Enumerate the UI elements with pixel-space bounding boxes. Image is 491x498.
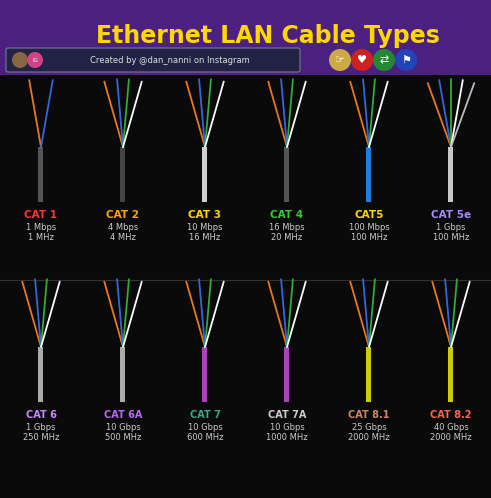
Text: 2000 MHz: 2000 MHz (348, 433, 390, 442)
Bar (0, 0, 491, 75)
Text: CAT 7A: CAT 7A (268, 410, 306, 420)
Bar (448, 347, 454, 402)
Text: 16 Mbps: 16 Mbps (269, 223, 305, 232)
Bar (366, 147, 372, 202)
Bar (448, 147, 454, 202)
Text: 1000 MHz: 1000 MHz (266, 433, 308, 442)
Text: 250 MHz: 250 MHz (23, 433, 59, 442)
Text: 100 MHz: 100 MHz (351, 233, 387, 242)
Text: CAT 5e: CAT 5e (431, 210, 471, 220)
Bar (120, 347, 126, 402)
Circle shape (12, 52, 28, 68)
FancyBboxPatch shape (6, 48, 300, 72)
Text: 2000 MHz: 2000 MHz (430, 433, 472, 442)
Text: CAT 6A: CAT 6A (104, 410, 142, 420)
Text: 600 MHz: 600 MHz (187, 433, 223, 442)
Text: IG: IG (32, 57, 38, 63)
Text: CAT 1: CAT 1 (25, 210, 57, 220)
Text: 16 MHz: 16 MHz (190, 233, 220, 242)
Text: CAT 8.2: CAT 8.2 (430, 410, 472, 420)
Text: 1 Gbps: 1 Gbps (436, 223, 466, 232)
Text: 10 Gbps: 10 Gbps (188, 423, 222, 432)
Text: ⚑: ⚑ (401, 55, 411, 65)
Text: 1 Gbps: 1 Gbps (26, 423, 56, 432)
Circle shape (27, 52, 43, 68)
Text: CAT 4: CAT 4 (271, 210, 303, 220)
Text: 40 Gbps: 40 Gbps (434, 423, 468, 432)
Bar (284, 147, 290, 202)
Text: 4 Mbps: 4 Mbps (108, 223, 138, 232)
Text: CAT5: CAT5 (355, 210, 383, 220)
Bar (366, 347, 372, 402)
Text: ☞: ☞ (335, 55, 345, 65)
Bar (120, 147, 126, 202)
Bar (202, 347, 208, 402)
Text: CAT 3: CAT 3 (189, 210, 221, 220)
Text: 25 Gbps: 25 Gbps (352, 423, 386, 432)
Text: Created by @dan_nanni on Instagram: Created by @dan_nanni on Instagram (90, 55, 250, 65)
Bar (38, 347, 44, 402)
Text: CAT 7: CAT 7 (190, 410, 220, 420)
Text: 10 Gbps: 10 Gbps (106, 423, 140, 432)
Text: 10 Gbps: 10 Gbps (270, 423, 304, 432)
Bar (284, 347, 290, 402)
Bar (202, 147, 208, 202)
Text: 10 Mbps: 10 Mbps (187, 223, 223, 232)
Text: 500 MHz: 500 MHz (105, 433, 141, 442)
Text: ♥: ♥ (357, 55, 367, 65)
Bar (38, 147, 44, 202)
Text: 1 Mbps: 1 Mbps (26, 223, 56, 232)
Circle shape (351, 49, 373, 71)
Text: 100 MHz: 100 MHz (433, 233, 469, 242)
Text: 100 Mbps: 100 Mbps (349, 223, 389, 232)
Text: CAT 8.1: CAT 8.1 (348, 410, 390, 420)
Text: CAT 6: CAT 6 (26, 410, 56, 420)
Circle shape (395, 49, 417, 71)
Text: 20 MHz: 20 MHz (272, 233, 302, 242)
Text: Ethernet LAN Cable Types: Ethernet LAN Cable Types (96, 24, 440, 48)
Text: 4 MHz: 4 MHz (110, 233, 136, 242)
Text: 1 MHz: 1 MHz (28, 233, 54, 242)
Circle shape (373, 49, 395, 71)
Circle shape (329, 49, 351, 71)
Text: CAT 2: CAT 2 (107, 210, 139, 220)
Text: ⇄: ⇄ (380, 55, 389, 65)
